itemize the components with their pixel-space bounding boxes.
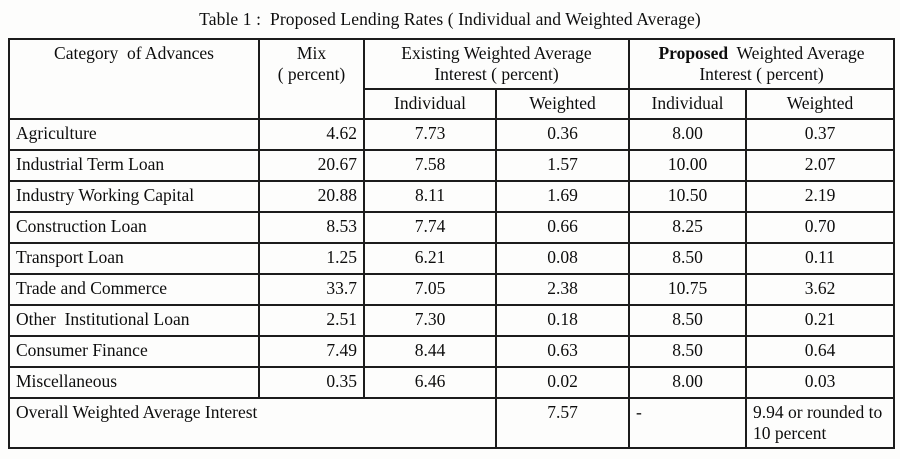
proposed-individual-cell: 8.00 [628, 366, 747, 399]
mix-cell: 4.62 [258, 118, 365, 151]
proposed-label-bold: Proposed [658, 43, 729, 63]
category-cell: Transport Loan [8, 242, 260, 275]
proposed-weighted-cell: 0.03 [745, 366, 895, 399]
category-cell: Trade and Commerce [8, 273, 260, 306]
overall-proposed-weighted-cell: 9.94 or rounded to 10 percent [745, 397, 895, 449]
proposed-individual-cell: 8.50 [628, 335, 747, 368]
proposed-weighted-cell: 2.19 [745, 180, 895, 213]
col-header-existing-weighted: Weighted [495, 88, 630, 120]
category-cell: Consumer Finance [8, 335, 260, 368]
proposed-individual-cell: 8.50 [628, 304, 747, 337]
table-row: Trade and Commerce 33.7 7.05 2.38 10.75 … [8, 273, 895, 306]
col-header-category: Category of Advances [8, 38, 260, 120]
existing-weighted-cell: 1.69 [495, 180, 630, 213]
lending-rates-table: Category of Advances Mix ( percent) Exis… [8, 38, 895, 449]
category-cell: Industrial Term Loan [8, 149, 260, 182]
col-header-mix: Mix ( percent) [258, 38, 365, 120]
category-cell: Industry Working Capital [8, 180, 260, 213]
proposed-individual-cell: 8.00 [628, 118, 747, 151]
mix-cell: 0.35 [258, 366, 365, 399]
table-row: Industrial Term Loan 20.67 7.58 1.57 10.… [8, 149, 895, 182]
existing-individual-cell: 7.74 [363, 211, 497, 244]
mix-cell: 2.51 [258, 304, 365, 337]
proposed-individual-cell: 10.00 [628, 149, 747, 182]
col-group-proposed: Proposed Weighted Average Interest ( per… [628, 38, 895, 90]
proposed-weighted-cell: 2.07 [745, 149, 895, 182]
proposed-weighted-cell: 3.62 [745, 273, 895, 306]
existing-weighted-cell: 1.57 [495, 149, 630, 182]
category-cell: Construction Loan [8, 211, 260, 244]
table-row: Miscellaneous 0.35 6.46 0.02 8.00 0.03 [8, 366, 895, 399]
mix-cell: 20.67 [258, 149, 365, 182]
col-header-proposed-individual: Individual [628, 88, 747, 120]
existing-weighted-cell: 0.66 [495, 211, 630, 244]
header-row-subcolumns: Individual Weighted Individual Weighted [9, 88, 895, 120]
table-row: Consumer Finance 7.49 8.44 0.63 8.50 0.6… [8, 335, 895, 368]
category-cell: Other Institutional Loan [8, 304, 260, 337]
overall-proposed-individual-cell: - [628, 397, 747, 449]
overall-existing-weighted-cell: 7.57 [495, 397, 630, 449]
table-row: Agriculture 4.62 7.73 0.36 8.00 0.37 [8, 118, 895, 151]
category-cell: Miscellaneous [8, 366, 260, 399]
proposed-weighted-cell: 0.70 [745, 211, 895, 244]
existing-weighted-cell: 0.36 [495, 118, 630, 151]
existing-weighted-cell: 0.08 [495, 242, 630, 275]
existing-individual-cell: 7.73 [363, 118, 497, 151]
existing-weighted-cell: 0.63 [495, 335, 630, 368]
existing-weighted-cell: 0.02 [495, 366, 630, 399]
proposed-individual-cell: 8.25 [628, 211, 747, 244]
overall-row: Overall Weighted Average Interest 7.57 -… [8, 397, 895, 449]
existing-weighted-cell: 2.38 [495, 273, 630, 306]
existing-individual-cell: 8.44 [363, 335, 497, 368]
category-cell: Agriculture [8, 118, 260, 151]
existing-individual-cell: 6.46 [363, 366, 497, 399]
mix-cell: 8.53 [258, 211, 365, 244]
table-row: Transport Loan 1.25 6.21 0.08 8.50 0.11 [8, 242, 895, 275]
existing-individual-cell: 7.05 [363, 273, 497, 306]
col-header-proposed-weighted: Weighted [745, 88, 895, 120]
proposed-weighted-cell: 0.21 [745, 304, 895, 337]
existing-individual-cell: 7.30 [363, 304, 497, 337]
table-row: Construction Loan 8.53 7.74 0.66 8.25 0.… [8, 211, 895, 244]
header-row-groups: Category of Advances Mix ( percent) Exis… [8, 38, 895, 120]
table-title: Table 1 : Proposed Lending Rates ( Indiv… [199, 9, 701, 29]
proposed-weighted-cell: 0.11 [745, 242, 895, 275]
mix-cell: 20.88 [258, 180, 365, 213]
table-row: Industry Working Capital 20.88 8.11 1.69… [8, 180, 895, 213]
table-row: Other Institutional Loan 2.51 7.30 0.18 … [8, 304, 895, 337]
proposed-label-rest: Weighted Average Interest ( percent) [699, 43, 865, 84]
mix-cell: 1.25 [258, 242, 365, 275]
col-group-existing: Existing Weighted Average Interest ( per… [363, 38, 630, 90]
existing-individual-cell: 8.11 [363, 180, 497, 213]
existing-weighted-cell: 0.18 [495, 304, 630, 337]
proposed-weighted-cell: 0.64 [745, 335, 895, 368]
proposed-individual-cell: 10.50 [628, 180, 747, 213]
col-header-existing-individual: Individual [363, 88, 497, 120]
existing-individual-cell: 6.21 [363, 242, 497, 275]
mix-cell: 33.7 [258, 273, 365, 306]
overall-label-cell: Overall Weighted Average Interest [8, 397, 497, 449]
mix-cell: 7.49 [258, 335, 365, 368]
proposed-individual-cell: 8.50 [628, 242, 747, 275]
existing-individual-cell: 7.58 [363, 149, 497, 182]
proposed-weighted-cell: 0.37 [745, 118, 895, 151]
proposed-individual-cell: 10.75 [628, 273, 747, 306]
